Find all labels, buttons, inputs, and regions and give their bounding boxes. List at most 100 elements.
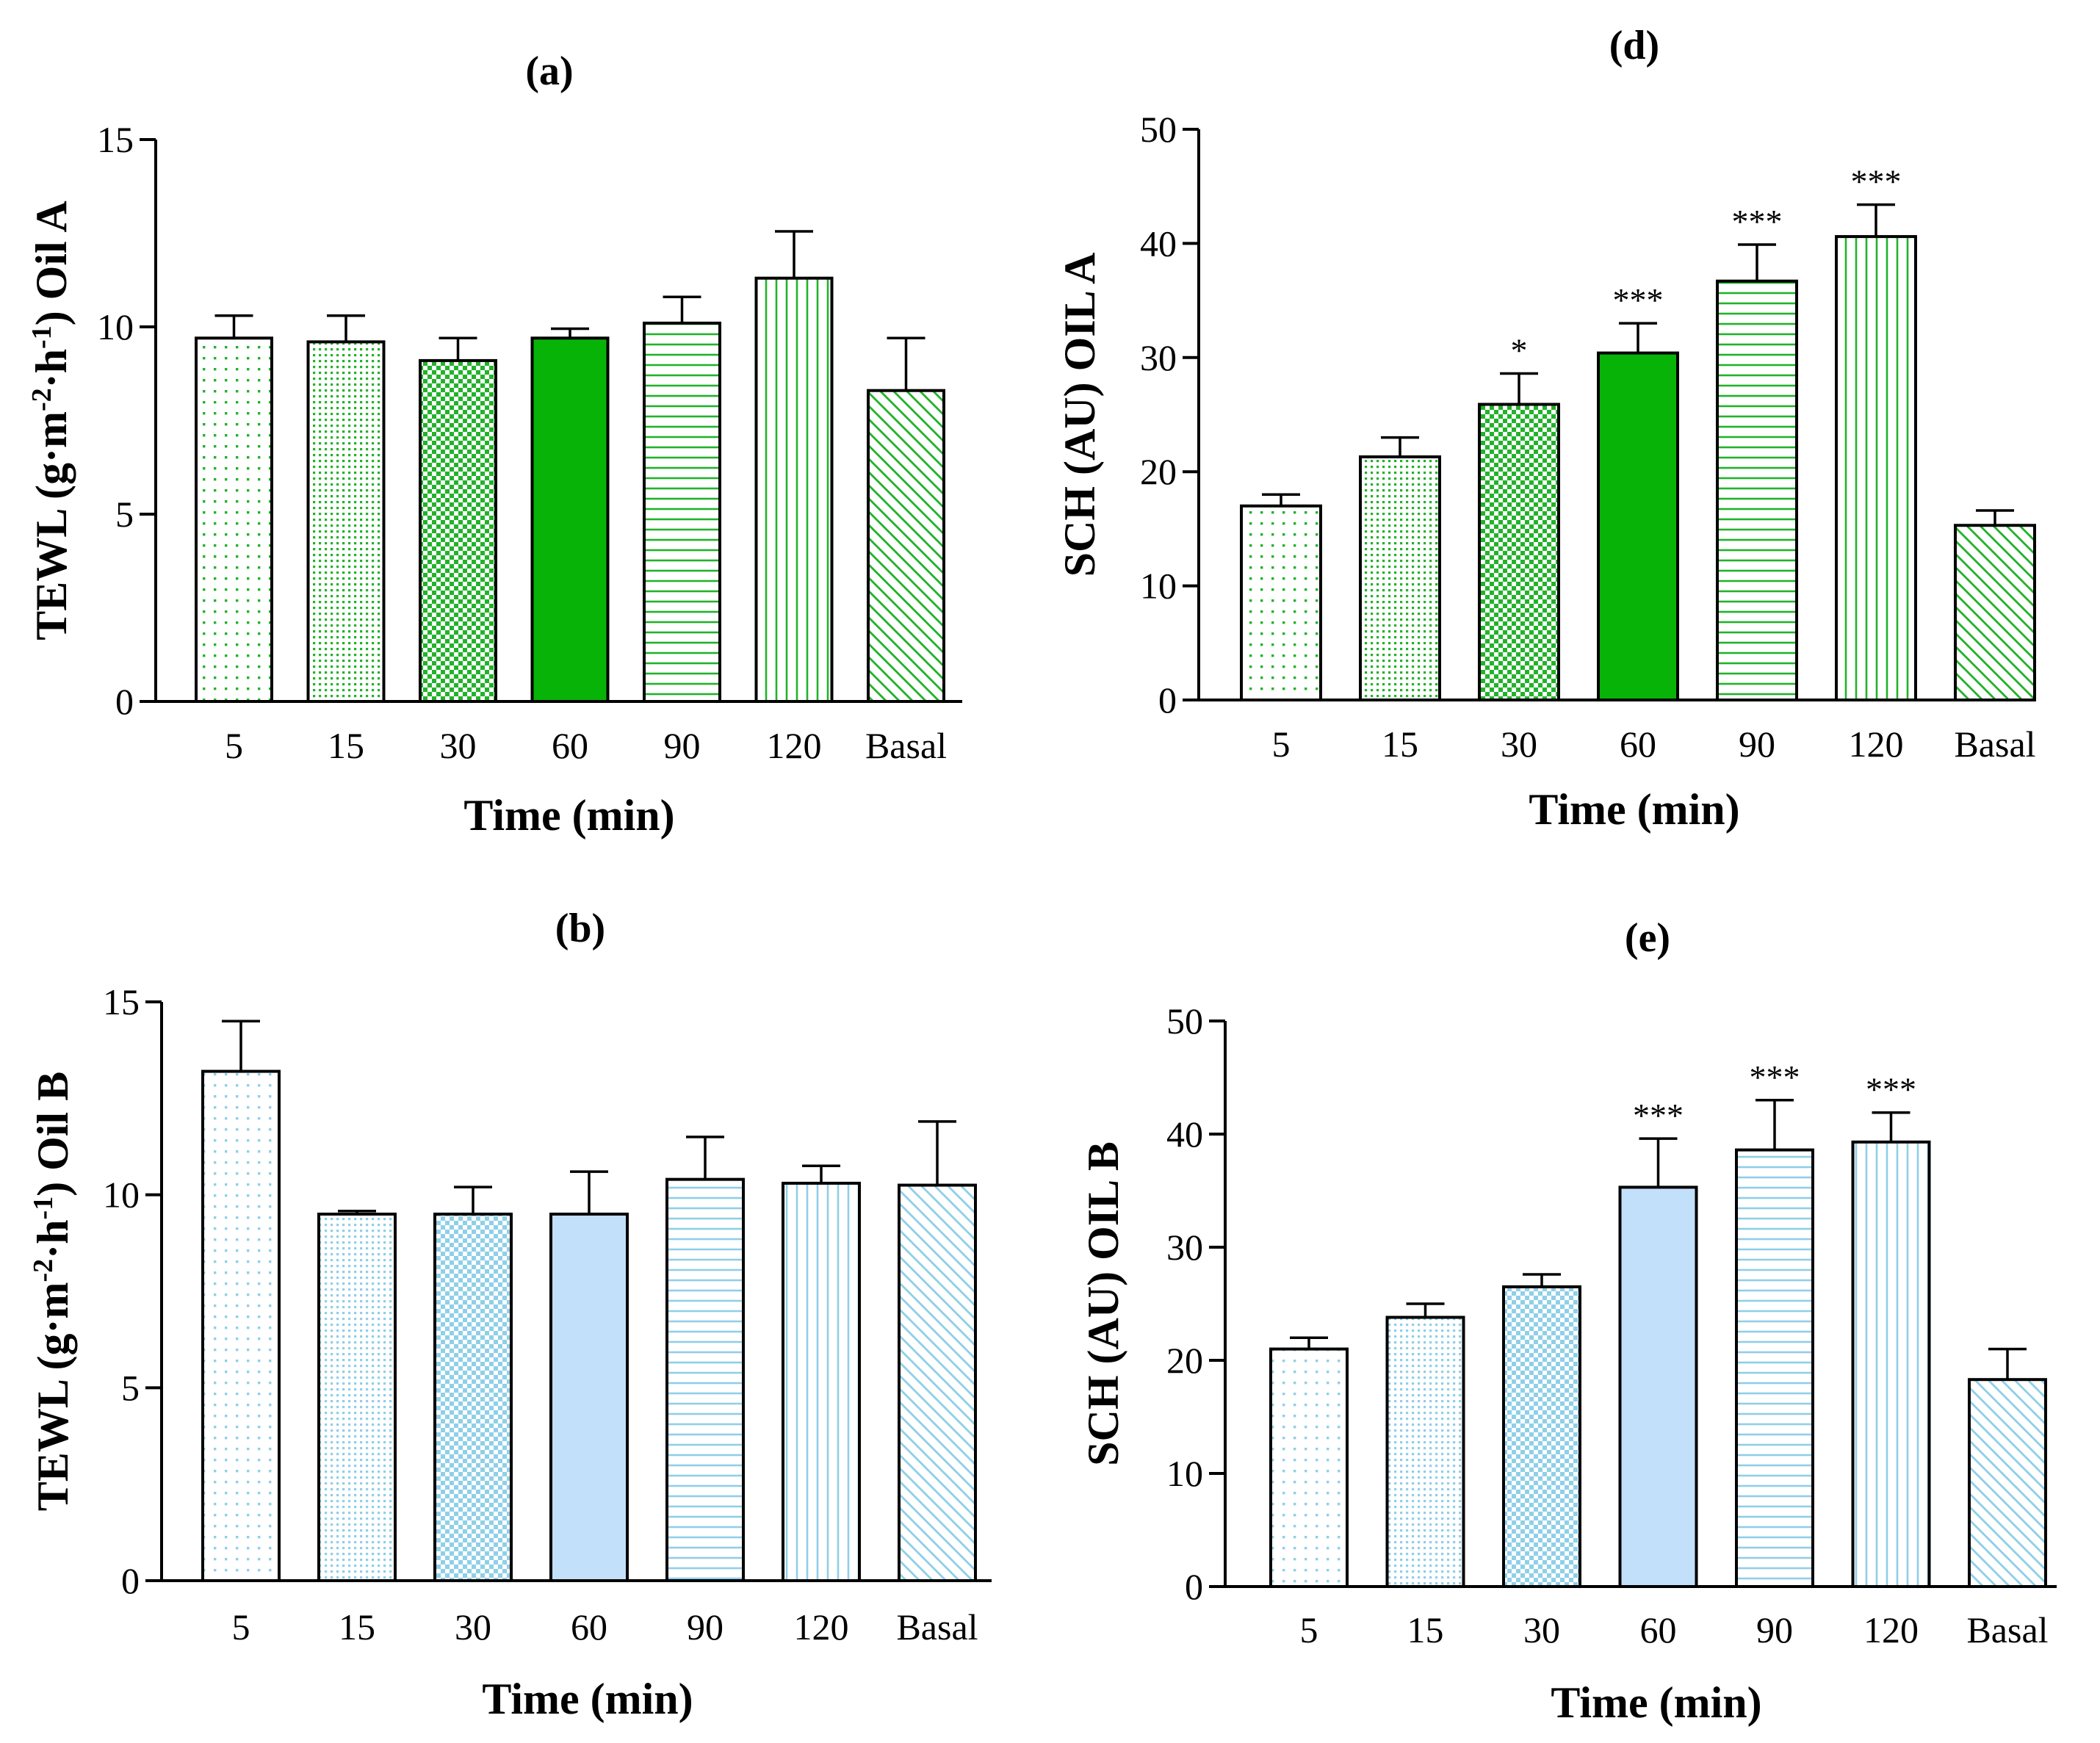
y-tick-label-e-20: 20 bbox=[1166, 1340, 1203, 1381]
bar-a-Basal bbox=[867, 389, 945, 703]
x-tick-label-e-15: 15 bbox=[1407, 1609, 1444, 1650]
bar-e-30 bbox=[1502, 1285, 1581, 1589]
chart-panel-e: (e) 0 10 20 30 40 50 5 15 30 *** 60 *** 90 *** 120 Basal… bbox=[1079, 915, 2057, 1727]
significance-d-90: *** bbox=[1732, 203, 1783, 240]
significance-d-30: * bbox=[1511, 332, 1528, 369]
x-tick-label-a-60: 60 bbox=[552, 725, 588, 766]
x-tick-label-b-90: 90 bbox=[687, 1606, 724, 1648]
bar-d-15 bbox=[1359, 455, 1441, 701]
x-tick-label-a-30: 30 bbox=[440, 725, 477, 766]
bar-a-5 bbox=[195, 336, 273, 703]
bar-d-120 bbox=[1835, 235, 1917, 701]
panel-title-e: (e) bbox=[1625, 915, 1670, 961]
bar-a-30 bbox=[419, 358, 497, 703]
bar-e-15 bbox=[1385, 1316, 1465, 1588]
x-tick-label-d-15: 15 bbox=[1382, 723, 1418, 765]
x-tick-label-d-5: 5 bbox=[1272, 723, 1291, 765]
y-tick-label-b-0: 0 bbox=[121, 1560, 140, 1601]
significance-d-120: *** bbox=[1851, 163, 1902, 201]
bar-e-5 bbox=[1269, 1347, 1349, 1588]
bar-d-5 bbox=[1240, 504, 1322, 701]
x-tick-label-e-120: 120 bbox=[1863, 1609, 1919, 1650]
x-tick-label-e-90: 90 bbox=[1756, 1609, 1793, 1650]
panel-title-b: (b) bbox=[555, 906, 605, 951]
bar-d-60 bbox=[1597, 351, 1679, 701]
y-tick-label-a-15: 15 bbox=[97, 119, 134, 160]
y-tick-label-b-5: 5 bbox=[121, 1367, 140, 1408]
x-tick-label-b-30: 30 bbox=[455, 1606, 491, 1648]
bar-b-60 bbox=[549, 1212, 629, 1583]
x-tick-label-a-120: 120 bbox=[767, 725, 822, 766]
bar-e-Basal bbox=[1968, 1378, 2047, 1589]
y-axis-label-e: SCH (AU) OIL B bbox=[1079, 1141, 1127, 1466]
bar-b-90 bbox=[665, 1177, 745, 1582]
chart-panel-b: (b) 0 5 10 15 5 15 30 60 90 120 Basal Time (min) TEWL… bbox=[28, 906, 992, 1723]
x-tick-label-d-90: 90 bbox=[1739, 723, 1775, 765]
y-tick-label-d-20: 20 bbox=[1140, 451, 1177, 492]
chart-panel-d: (d) 0 10 20 30 40 50 5 15 * 30 *** 60 *** 90 *** 120 Basa… bbox=[1056, 23, 2036, 834]
panel-title-d: (d) bbox=[1609, 23, 1659, 68]
bar-d-Basal bbox=[1954, 524, 2036, 701]
significance-e-90: *** bbox=[1750, 1058, 1800, 1096]
y-tick-label-e-10: 10 bbox=[1166, 1453, 1203, 1494]
x-tick-label-a-90: 90 bbox=[664, 725, 701, 766]
bar-a-120 bbox=[754, 276, 834, 703]
bar-e-60 bbox=[1618, 1186, 1698, 1588]
x-tick-label-e-5: 5 bbox=[1300, 1609, 1318, 1650]
x-tick-label-b-60: 60 bbox=[571, 1606, 607, 1648]
bar-e-90 bbox=[1735, 1148, 1814, 1589]
x-tick-label-b-5: 5 bbox=[232, 1606, 250, 1648]
bar-a-90 bbox=[643, 321, 721, 703]
x-axis-label-b: Time (min) bbox=[482, 1675, 693, 1723]
x-tick-label-a-5: 5 bbox=[225, 725, 243, 766]
x-tick-label-b-15: 15 bbox=[339, 1606, 375, 1648]
x-tick-label-d-Basal: Basal bbox=[1954, 723, 2035, 765]
y-tick-label-e-0: 0 bbox=[1185, 1566, 1203, 1607]
y-tick-label-e-30: 30 bbox=[1166, 1227, 1203, 1268]
x-tick-label-d-120: 120 bbox=[1849, 723, 1904, 765]
x-tick-label-b-Basal: Basal bbox=[896, 1606, 978, 1648]
x-axis-label-d: Time (min) bbox=[1529, 785, 1739, 834]
x-axis-label-e: Time (min) bbox=[1551, 1678, 1761, 1727]
y-tick-label-a-10: 10 bbox=[97, 306, 134, 347]
chart-panel-a: (a) 0 5 10 15 5 15 30 60 90 120 Basal Time (min) TEWL… bbox=[26, 48, 962, 840]
y-tick-label-d-40: 40 bbox=[1140, 223, 1177, 264]
x-axis-label-a: Time (min) bbox=[463, 791, 674, 840]
y-tick-label-e-40: 40 bbox=[1166, 1114, 1203, 1155]
y-tick-label-b-15: 15 bbox=[103, 981, 140, 1022]
x-tick-label-d-30: 30 bbox=[1501, 723, 1537, 765]
significance-e-120: *** bbox=[1866, 1071, 1916, 1108]
x-tick-label-e-30: 30 bbox=[1523, 1609, 1560, 1650]
bar-d-90 bbox=[1716, 279, 1798, 701]
y-tick-label-d-0: 0 bbox=[1158, 679, 1177, 721]
x-tick-label-e-60: 60 bbox=[1640, 1609, 1677, 1650]
bar-a-60 bbox=[530, 336, 610, 703]
y-tick-label-d-50: 50 bbox=[1140, 109, 1177, 150]
y-tick-label-b-10: 10 bbox=[103, 1174, 140, 1216]
x-tick-label-b-120: 120 bbox=[794, 1606, 849, 1648]
x-tick-label-a-Basal: Basal bbox=[865, 725, 947, 766]
y-tick-label-a-0: 0 bbox=[115, 681, 134, 722]
bar-e-120 bbox=[1851, 1140, 1931, 1588]
x-tick-label-a-15: 15 bbox=[328, 725, 364, 766]
bar-a-15 bbox=[306, 340, 386, 703]
y-axis-label-a: TEWL (g·m-2·h-1) Oil A bbox=[26, 201, 76, 640]
bar-b-15 bbox=[317, 1212, 397, 1583]
y-tick-label-a-5: 5 bbox=[115, 494, 134, 535]
y-axis-label-b: TEWL (g·m-2·h-1) Oil B bbox=[28, 1072, 77, 1511]
bar-b-30 bbox=[433, 1212, 513, 1583]
significance-d-60: *** bbox=[1613, 281, 1664, 319]
bar-b-Basal bbox=[898, 1183, 977, 1582]
bar-d-30 bbox=[1478, 403, 1560, 701]
y-tick-label-d-10: 10 bbox=[1140, 566, 1177, 607]
panel-title-a: (a) bbox=[525, 48, 573, 94]
significance-e-60: *** bbox=[1633, 1097, 1684, 1134]
bar-b-120 bbox=[782, 1181, 861, 1582]
y-tick-label-d-30: 30 bbox=[1140, 337, 1177, 378]
bar-b-5 bbox=[201, 1069, 281, 1583]
y-axis-label-d: SCH (AU) OIL A bbox=[1056, 253, 1104, 577]
y-tick-label-e-50: 50 bbox=[1166, 1000, 1203, 1042]
x-tick-label-d-60: 60 bbox=[1620, 723, 1656, 765]
